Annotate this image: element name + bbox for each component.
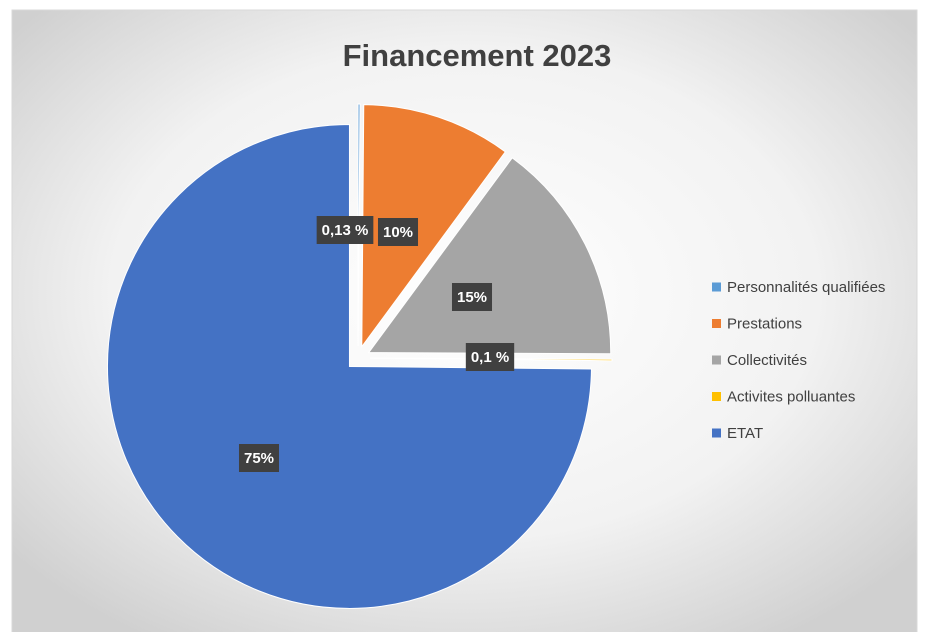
pie-slice bbox=[107, 123, 592, 609]
legend-marker bbox=[712, 319, 721, 328]
data-label-box bbox=[316, 216, 374, 244]
data-label: 10% bbox=[377, 218, 419, 246]
data-label-box bbox=[451, 283, 493, 311]
legend-marker bbox=[712, 355, 721, 365]
data-label-text: 0,13 % bbox=[322, 222, 369, 239]
data-label-text: 75% bbox=[244, 450, 274, 467]
chart-title: Financement 2023 bbox=[343, 38, 612, 73]
data-label: 75% bbox=[238, 444, 280, 472]
data-label: 15% bbox=[451, 283, 493, 311]
legend-marker bbox=[712, 282, 721, 292]
legend-marker bbox=[712, 428, 721, 438]
data-label-text: 15% bbox=[457, 289, 487, 306]
pie-slice bbox=[357, 103, 361, 347]
data-label: 0,1 % bbox=[465, 343, 515, 371]
legend-label: Personnalités qualifiées bbox=[727, 279, 885, 296]
data-label-text: 0,1 % bbox=[471, 349, 509, 366]
legend-marker bbox=[712, 392, 721, 401]
legend-label: Activites polluantes bbox=[727, 388, 855, 405]
data-label-box bbox=[465, 343, 515, 371]
data-label-text: 10% bbox=[383, 224, 413, 241]
data-label: 0,13 % bbox=[316, 216, 374, 244]
legend-label: ETAT bbox=[727, 425, 763, 442]
pie-slice bbox=[361, 104, 507, 349]
pie-slice bbox=[367, 157, 612, 355]
data-label-box bbox=[238, 444, 280, 472]
legend-label: Prestations bbox=[727, 315, 802, 332]
data-label-box bbox=[377, 218, 419, 246]
legend-label: Collectivités bbox=[727, 352, 807, 369]
